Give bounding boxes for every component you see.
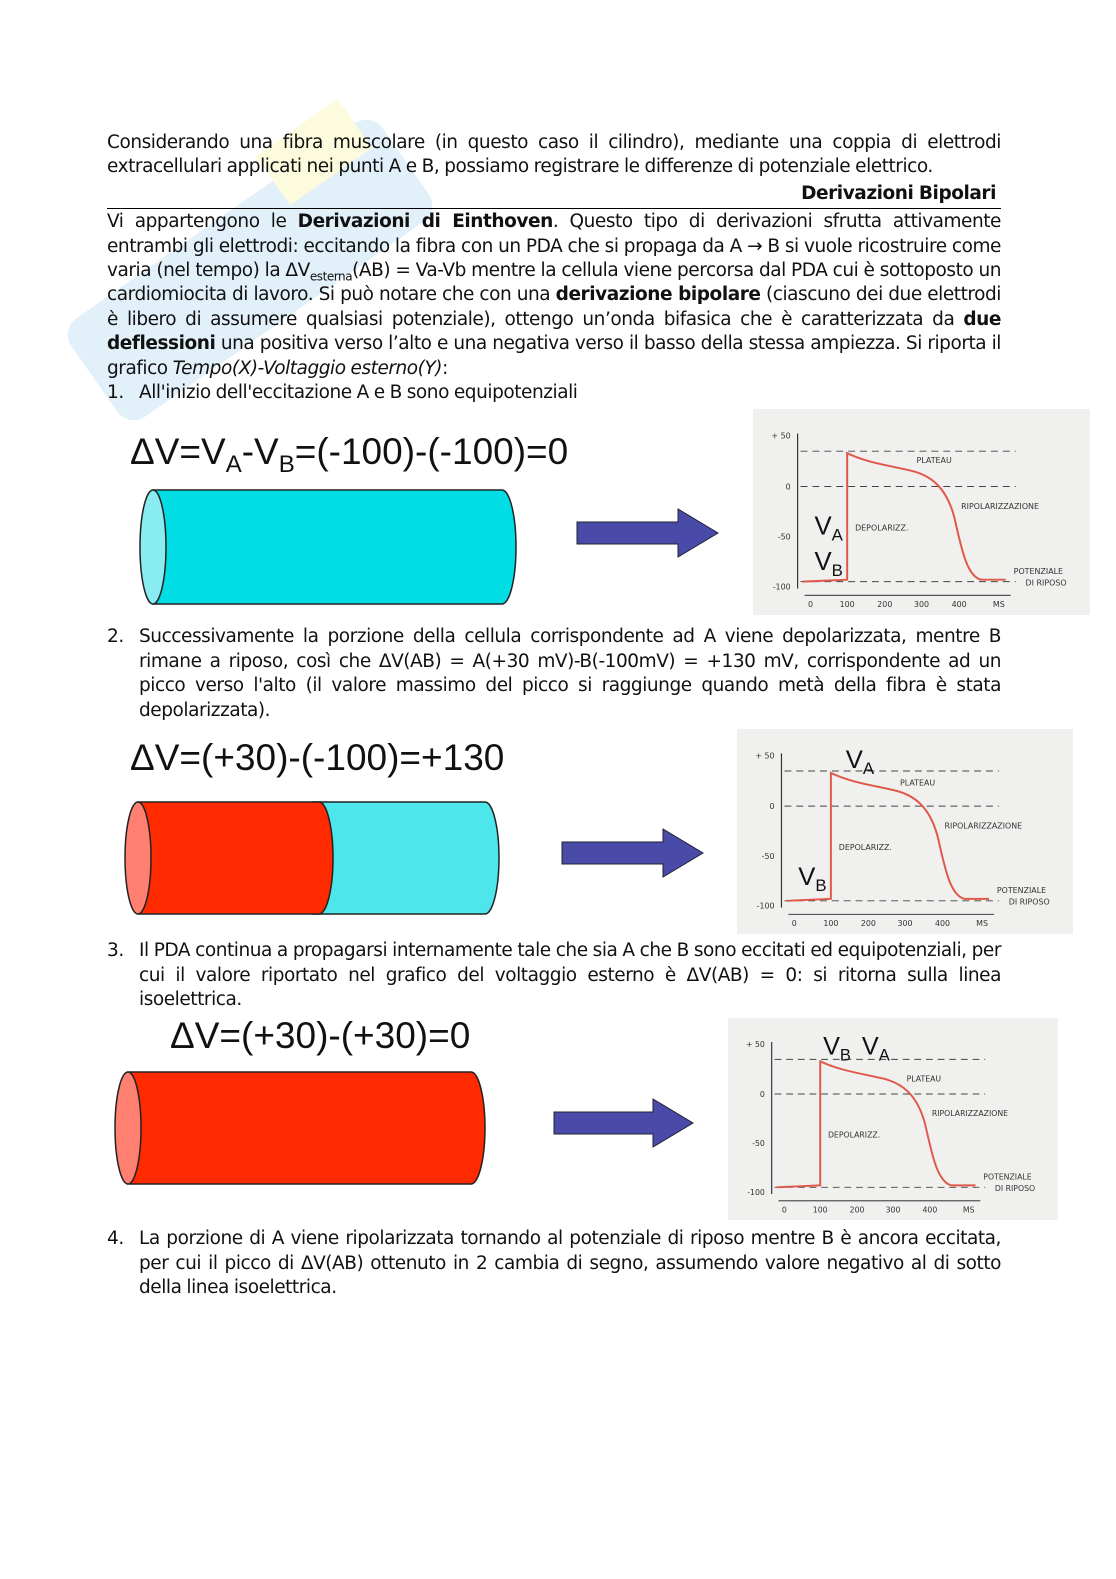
y-tick-label: 0 xyxy=(786,483,791,492)
plateau-label: PLATEAU xyxy=(907,1075,941,1084)
fiber-cylinder-depolarized xyxy=(114,1071,486,1186)
repolarization-label: RIPOLARIZZAZIONE xyxy=(961,503,1039,512)
vb-label: VB xyxy=(798,863,826,895)
y-tick-label: 0 xyxy=(770,802,775,811)
action-potential-chart-2: + 50 0 -50 -100 0 100 200 300 400 MS PLATEAU RIPOLA… xyxy=(737,729,1073,935)
fiber-cylinder-resting xyxy=(139,489,517,606)
y-tick-label: -50 xyxy=(752,1139,765,1148)
resting-potential-label: DI RIPOSO xyxy=(1009,898,1050,907)
arrow-right-icon xyxy=(576,508,719,559)
depolarization-label: DEPOLARIZZ. xyxy=(828,1131,880,1140)
y-tick-label: -50 xyxy=(778,533,791,542)
figure-1: ΔV=VA-VB=(-100)-(-100)=0 + 50 0 -50 -100 0 10… xyxy=(0,405,1116,625)
x-tick-label: 300 xyxy=(886,1206,901,1215)
vb-label: VB xyxy=(814,548,842,580)
list-item: 1. All'inizio dell'eccitazione A e B sono… xyxy=(107,382,578,404)
list-item: 3. Il PDA continua a propagarsi intername… xyxy=(107,940,1001,1010)
va-label: VA xyxy=(846,746,875,778)
resting-potential-label: POTENZIALE xyxy=(983,1173,1031,1182)
y-tick-label: + 50 xyxy=(771,432,790,441)
action-potential-curve xyxy=(786,771,989,902)
vb-label: VB xyxy=(823,1033,851,1065)
fiber-cylinder-half-depolarized xyxy=(124,801,500,915)
x-tick-label: MS xyxy=(976,919,988,928)
repolarization-label: RIPOLARIZZAZIONE xyxy=(932,1109,1008,1118)
y-tick-label: + 50 xyxy=(746,1040,765,1049)
x-tick-label: 100 xyxy=(823,919,838,928)
plateau-label: PLATEAU xyxy=(900,779,935,788)
x-tick-label: 400 xyxy=(922,1206,937,1215)
x-tick-label: 400 xyxy=(935,919,950,928)
x-tick-label: 100 xyxy=(840,601,855,610)
body-paragraph: Vi appartengono le Derivazioni di Eintho… xyxy=(107,211,1002,379)
depolarization-label: DEPOLARIZZ. xyxy=(855,524,908,533)
x-tick-label: 300 xyxy=(914,601,929,610)
arrow-right-icon xyxy=(553,1098,694,1149)
figure-3: ΔV=(+30)-(+30)=0 + 50 0 -50 -100 0 100 200 300 4… xyxy=(0,1012,1116,1227)
x-tick-label: MS xyxy=(993,601,1005,610)
action-potential-chart-3: + 50 0 -50 -100 0 100 200 300 400 MS PLATEAU RIPOLA… xyxy=(728,1018,1058,1221)
list-item: 4. La porzione di A viene ripolarizzata t… xyxy=(107,1228,1001,1299)
y-tick-label: + 50 xyxy=(755,751,774,760)
repolarization-label: RIPOLARIZZAZIONE xyxy=(945,822,1023,831)
va-label: VA xyxy=(862,1033,890,1065)
formula-3: ΔV=(+30)-(+30)=0 xyxy=(170,1015,471,1057)
x-tick-label: 300 xyxy=(897,919,912,928)
x-tick-label: 0 xyxy=(782,1206,787,1215)
y-tick-label: -50 xyxy=(762,852,775,861)
formula-2: ΔV=(+30)-(-100)=+130 xyxy=(130,737,505,779)
x-tick-label: 200 xyxy=(850,1206,865,1215)
y-tick-label: -100 xyxy=(773,583,791,592)
section-title: Derivazioni Bipolari xyxy=(107,182,1001,210)
x-tick-label: 200 xyxy=(861,919,876,928)
action-potential-curve xyxy=(776,1060,976,1189)
resting-potential-label: POTENZIALE xyxy=(1014,567,1063,576)
y-tick-label: 0 xyxy=(760,1090,765,1099)
action-potential-curve xyxy=(802,452,1006,584)
x-tick-label: 0 xyxy=(792,919,797,928)
resting-potential-label: POTENZIALE xyxy=(997,886,1046,895)
list-item: 2. Successivamente la porzione della cell… xyxy=(107,626,1001,721)
x-tick-label: 100 xyxy=(813,1206,828,1215)
y-tick-label: -100 xyxy=(747,1188,765,1197)
resting-potential-label: DI RIPOSO xyxy=(995,1184,1035,1193)
document-body: Considerando una fibra muscolare (in que… xyxy=(107,0,1090,1301)
action-potential-chart-1: + 50 0 -50 -100 0 100 200 300 400 MS PLATEAU RIPOLA… xyxy=(753,409,1090,616)
x-tick-label: 400 xyxy=(952,601,967,610)
depolarization-label: DEPOLARIZZ. xyxy=(839,843,892,852)
intro-paragraph: Considerando una fibra muscolare (in que… xyxy=(107,132,1001,178)
x-tick-label: MS xyxy=(963,1206,975,1215)
y-tick-label: -100 xyxy=(757,902,775,911)
va-label: VA xyxy=(814,513,843,545)
plateau-label: PLATEAU xyxy=(917,456,952,465)
formula-1: ΔV=VA-VB=(-100)-(-100)=0 xyxy=(130,431,569,479)
x-tick-label: 0 xyxy=(808,601,813,610)
arrow-right-icon xyxy=(561,828,704,878)
resting-potential-label: DI RIPOSO xyxy=(1026,579,1067,588)
x-tick-label: 200 xyxy=(877,601,892,610)
figure-2: ΔV=(+30)-(-100)=+130 + 50 0 -50 -100 0 100 200… xyxy=(0,723,1116,939)
